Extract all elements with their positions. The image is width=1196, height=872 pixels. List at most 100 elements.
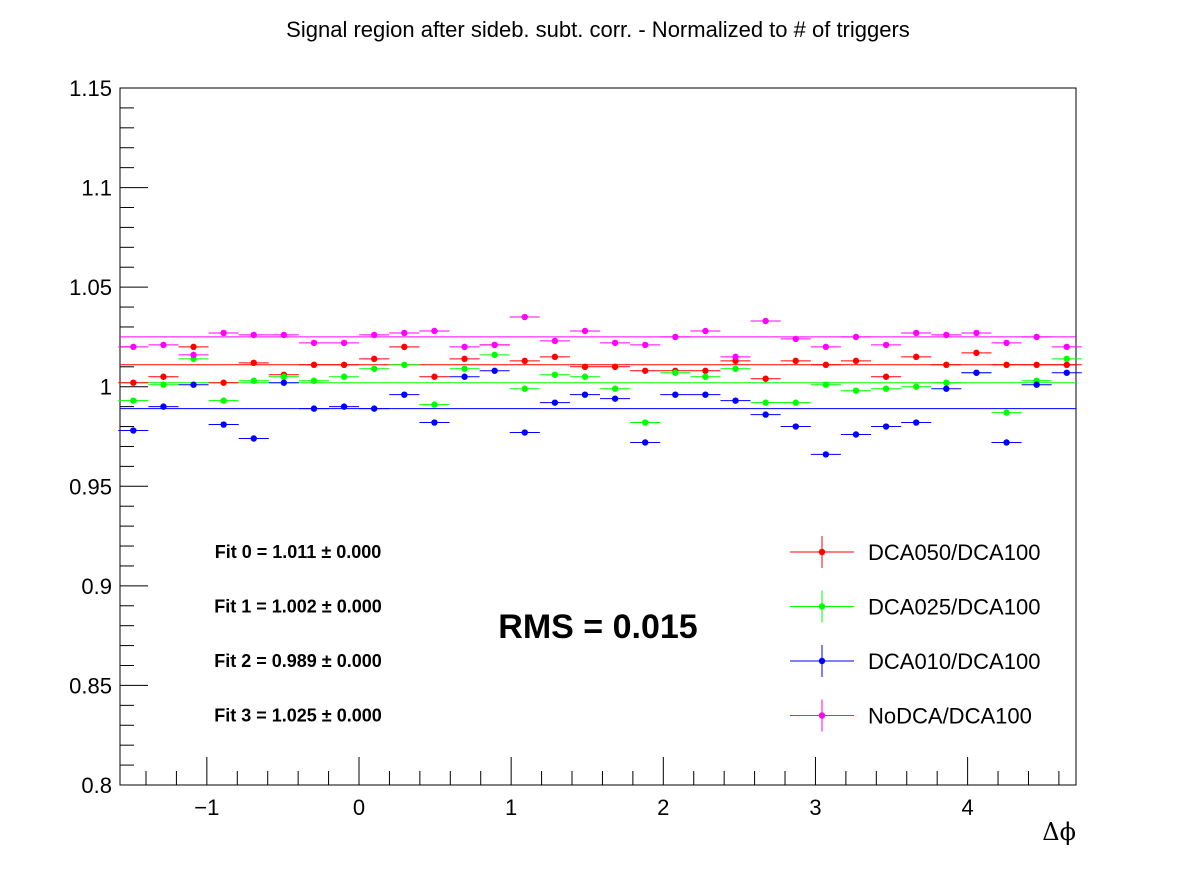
y-tick-label: 1.05 <box>69 275 112 300</box>
data-point <box>280 379 288 386</box>
data-point <box>1063 343 1070 351</box>
data-point <box>732 353 739 361</box>
y-tick-label: 0.85 <box>69 673 112 698</box>
data-point <box>190 343 197 351</box>
legend-label: DCA010/DCA100 <box>868 649 1040 674</box>
data-point <box>1003 439 1010 446</box>
legend-marker-point <box>818 712 826 719</box>
y-tick-label: 1.1 <box>81 176 112 201</box>
data-point <box>431 419 438 426</box>
data-point <box>1063 361 1070 369</box>
data-point <box>220 421 227 428</box>
data-point <box>401 361 408 369</box>
data-point <box>672 369 679 376</box>
plot-area: 0.8 0.85 0.9 0.95 1 1.05 1.1 1.15 −1 0 1 2 3 4 <box>69 76 1082 820</box>
data-point <box>190 351 197 359</box>
data-point <box>250 435 257 442</box>
data-point <box>491 351 498 359</box>
data-point <box>190 381 197 388</box>
data-point <box>1003 361 1010 369</box>
data-point <box>491 341 498 349</box>
data-point <box>461 343 468 351</box>
legend-marker-point <box>818 548 826 556</box>
data-point <box>762 317 769 325</box>
data-point <box>1003 339 1010 347</box>
data-point <box>491 367 498 374</box>
data-point <box>732 365 739 372</box>
data-point <box>370 331 378 339</box>
data-point <box>943 379 950 386</box>
x-tick-label: 2 <box>657 795 669 820</box>
data-point <box>1003 409 1010 416</box>
data-point <box>641 341 649 349</box>
data-point <box>702 391 709 398</box>
data-point <box>551 371 559 378</box>
data-point <box>822 361 830 369</box>
data-point <box>431 327 438 335</box>
y-tick-label: 1.15 <box>69 76 112 101</box>
data-point <box>340 373 348 380</box>
data-point <box>340 361 348 369</box>
data-point <box>943 385 950 392</box>
data-point <box>581 363 589 370</box>
data-point <box>401 343 408 351</box>
legend-label: NoDCA/DCA100 <box>868 704 1032 729</box>
data-point <box>521 429 528 436</box>
data-point <box>160 341 167 349</box>
data-point <box>611 385 619 392</box>
legend-label: DCA025/DCA100 <box>868 595 1040 620</box>
data-point <box>611 395 619 402</box>
y-tick-label: 0.9 <box>81 574 112 599</box>
data-point <box>943 331 950 339</box>
plot-frame <box>119 87 1077 786</box>
data-point <box>882 385 890 392</box>
data-point <box>1033 381 1040 388</box>
data-point <box>641 419 649 426</box>
data-point <box>160 373 167 380</box>
data-point <box>130 379 137 386</box>
data-point <box>370 355 378 363</box>
x-tick-label: 1 <box>505 795 517 820</box>
data-point <box>912 353 920 361</box>
legend: DCA050/DCA100 DCA025/DCA100 DCA010/DCA100 N… <box>790 536 1040 732</box>
y-tick-label: 1 <box>100 375 112 400</box>
data-point <box>792 357 799 365</box>
data-point <box>160 403 167 410</box>
data-point <box>220 397 227 404</box>
data-point <box>370 405 378 412</box>
data-point <box>762 375 769 382</box>
fit-label: Fit 1 = 1.002 ± 0.000 <box>214 597 381 617</box>
data-point <box>641 439 649 446</box>
data-point <box>852 357 860 365</box>
data-point <box>551 337 559 345</box>
data-point <box>973 349 980 357</box>
data-point <box>130 427 137 434</box>
fit-label: Fit 0 = 1.011 ± 0.000 <box>215 542 382 562</box>
data-point <box>250 377 257 384</box>
data-point <box>250 359 257 367</box>
data-point <box>702 367 709 374</box>
data-point <box>882 423 890 430</box>
data-point <box>852 333 860 341</box>
data-point <box>581 373 589 380</box>
data-point <box>280 331 288 339</box>
data-point <box>672 391 679 398</box>
data-point <box>702 373 709 380</box>
data-point <box>611 339 619 347</box>
data-point <box>792 399 799 406</box>
data-point <box>822 451 830 458</box>
data-point <box>973 329 980 337</box>
data-point <box>461 365 468 372</box>
data-point <box>461 373 468 380</box>
x-tick-label: −1 <box>194 795 219 820</box>
data-point <box>310 377 318 384</box>
data-point <box>882 373 890 380</box>
data-point <box>551 399 559 406</box>
x-tick-label: 3 <box>809 795 821 820</box>
y-tick-label: 0.95 <box>69 474 112 499</box>
data-point <box>852 431 860 438</box>
data-point <box>581 391 589 398</box>
data-point <box>912 419 920 426</box>
data-point <box>551 353 559 361</box>
